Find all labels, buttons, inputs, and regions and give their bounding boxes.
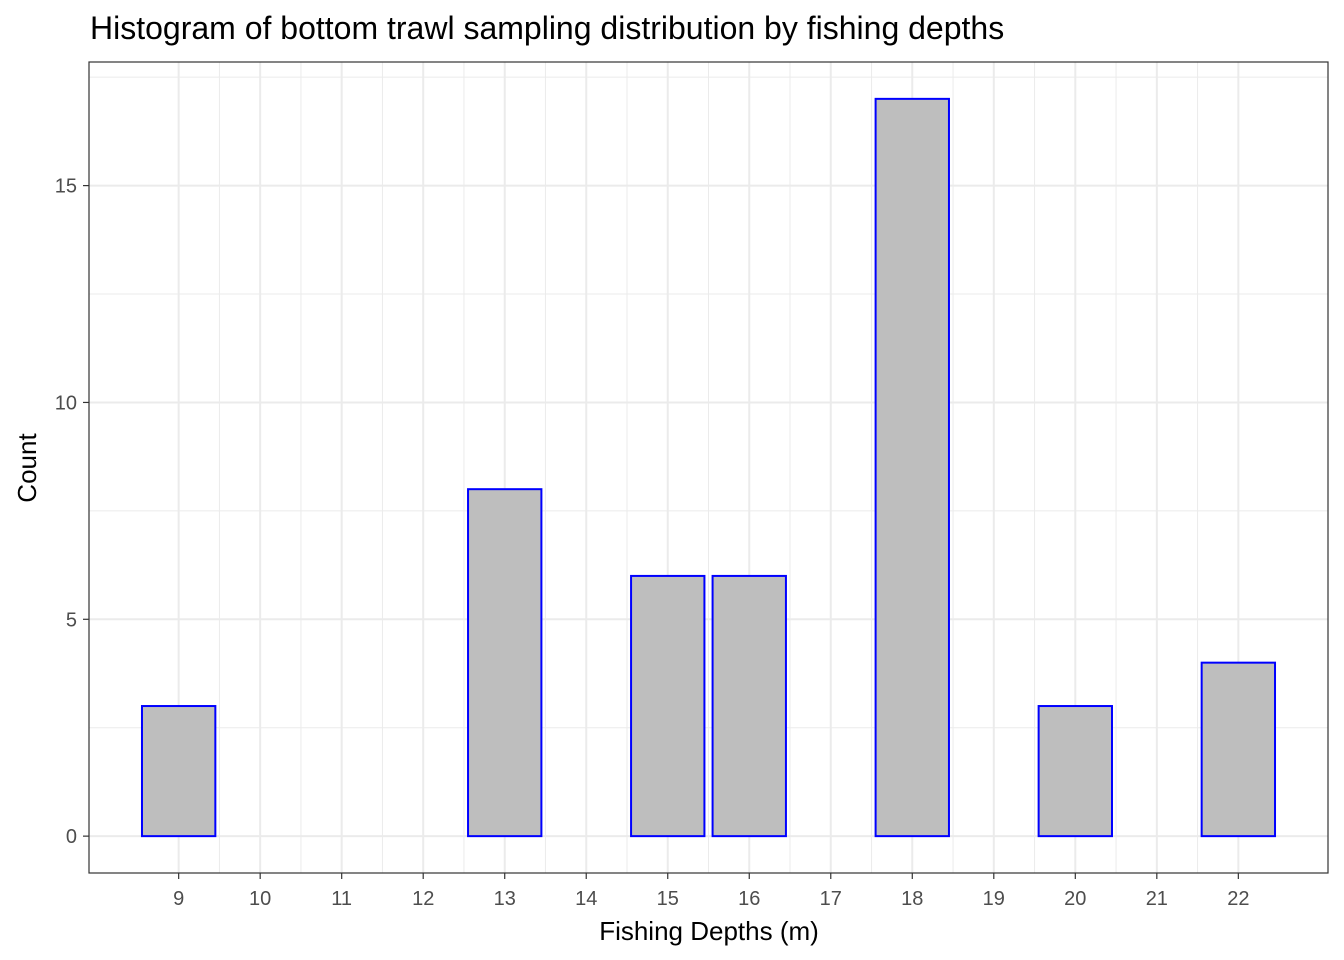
x-tick-label: 19 [983, 888, 1005, 910]
x-axis-title: Fishing Depths (m) [599, 916, 819, 946]
y-tick-label: 5 [66, 609, 77, 631]
grid-lines [89, 62, 1328, 873]
histogram-bars [140, 97, 1277, 838]
panel-border [88, 61, 1329, 874]
y-tick-label: 15 [55, 176, 77, 198]
x-tick-label: 21 [1146, 888, 1168, 910]
x-tick-label: 10 [249, 888, 271, 910]
y-tick-label: 0 [66, 826, 77, 848]
y-axis-title: Count [12, 433, 42, 503]
x-tick-label: 20 [1064, 888, 1086, 910]
x-tick-label: 14 [575, 888, 597, 910]
x-tick-label: 22 [1227, 888, 1249, 910]
histogram-bar [1200, 661, 1277, 838]
axes: 9 10 11 12 13 14 15 16 17 18 19 20 21 22 0 5 10 15 [55, 176, 1250, 910]
x-tick-label: 18 [901, 888, 923, 910]
x-tick-label: 16 [738, 888, 760, 910]
x-tick-label: 12 [412, 888, 434, 910]
x-tick-label: 17 [820, 888, 842, 910]
histogram-bar [711, 574, 787, 838]
histogram-bar [630, 574, 706, 838]
x-tick-label: 9 [173, 888, 184, 910]
chart-title: Histogram of bottom trawl sampling distr… [90, 10, 1005, 46]
x-tick-label: 15 [657, 888, 679, 910]
histogram-bar [874, 97, 950, 838]
histogram-bar [467, 488, 543, 838]
histogram-bar [140, 705, 217, 838]
y-tick-label: 10 [55, 392, 77, 414]
histogram-bar [1037, 705, 1113, 838]
x-tick-label: 13 [494, 888, 516, 910]
x-tick-label: 11 [331, 888, 352, 910]
